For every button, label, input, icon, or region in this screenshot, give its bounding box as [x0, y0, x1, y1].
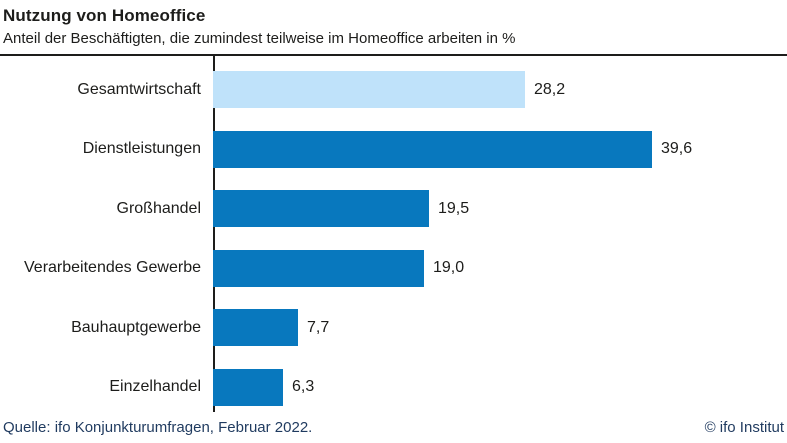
category-label: Dienstleistungen — [82, 140, 201, 158]
value-label: 19,5 — [438, 199, 470, 217]
bar-row: Einzelhandel 6,3 — [0, 358, 787, 418]
bar — [213, 130, 652, 168]
category-label: Verarbeitendes Gewerbe — [24, 259, 201, 277]
category-label: Großhandel — [116, 199, 202, 217]
value-label: 19,0 — [433, 259, 465, 277]
bar — [213, 190, 429, 228]
chart-subtitle: Anteil der Beschäftigten, die zumindest … — [3, 30, 516, 47]
bar-area: 39,6 — [213, 120, 787, 180]
bar-row: Großhandel 19,5 — [0, 179, 787, 239]
y-axis-line — [213, 56, 215, 412]
bar-area: 28,2 — [213, 60, 787, 120]
bar-row: Dienstleistungen 39,6 — [0, 120, 787, 180]
bar-area: 6,3 — [213, 358, 787, 418]
bar — [213, 368, 283, 406]
copyright-note: © ifo Institut — [704, 419, 784, 436]
value-label: 6,3 — [292, 378, 315, 396]
value-label: 39,6 — [661, 140, 693, 158]
value-label: 7,7 — [307, 318, 330, 336]
value-label: 28,2 — [534, 80, 566, 98]
bar-row: Gesamtwirtschaft 28,2 — [0, 60, 787, 120]
category-label: Einzelhandel — [109, 378, 201, 396]
bar-area: 19,5 — [213, 179, 787, 239]
bar-row: Verarbeitendes Gewerbe 19,0 — [0, 239, 787, 299]
category-label: Gesamtwirtschaft — [77, 80, 201, 98]
chart-header: Nutzung von Homeoffice Anteil der Beschä… — [0, 0, 787, 48]
bar-area: 7,7 — [213, 298, 787, 358]
bar — [213, 71, 525, 109]
bar-row: Bauhauptgewerbe 7,7 — [0, 298, 787, 358]
bar — [213, 249, 424, 287]
bar-area: 19,0 — [213, 239, 787, 299]
chart-title: Nutzung von Homeoffice — [3, 6, 206, 25]
source-note: Quelle: ifo Konjunkturumfragen, Februar … — [3, 419, 313, 436]
header-divider — [0, 54, 787, 56]
chart-footer: Quelle: ifo Konjunkturumfragen, Februar … — [0, 418, 787, 443]
bar-chart: Gesamtwirtschaft 28,2 Dienstleistungen 39,6… — [0, 56, 787, 417]
bar — [213, 309, 298, 347]
category-label: Bauhauptgewerbe — [71, 318, 201, 336]
